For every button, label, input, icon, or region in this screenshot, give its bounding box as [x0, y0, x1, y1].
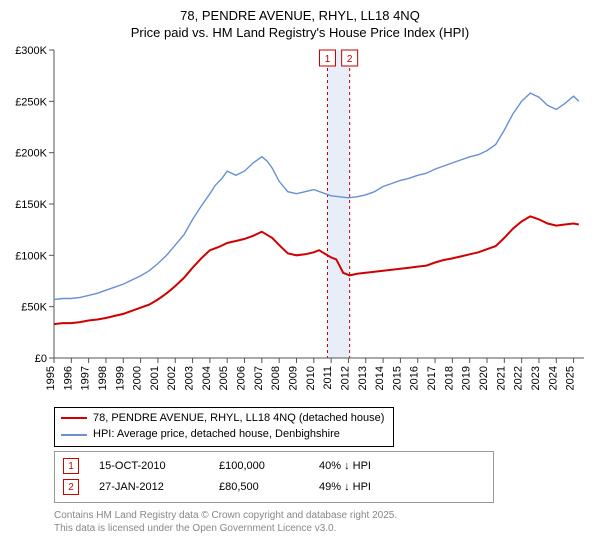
svg-text:2: 2: [347, 54, 353, 65]
svg-text:£250K: £250K: [15, 96, 47, 108]
svg-text:1997: 1997: [80, 366, 92, 390]
event-price: £80,500: [219, 477, 299, 498]
event-date: 27-JAN-2012: [99, 477, 199, 498]
svg-text:2010: 2010: [305, 366, 317, 390]
event-row: 2 27-JAN-2012 £80,500 49% ↓ HPI: [63, 477, 485, 498]
svg-text:£200K: £200K: [15, 147, 47, 159]
svg-text:1999: 1999: [114, 366, 126, 390]
chart-svg: £0 £50K £100K £150K £200K £250K £300K 1995 1996 1…: [10, 46, 590, 401]
event-date: 15-OCT-2010: [99, 456, 199, 477]
legend-swatch-blue: [61, 434, 87, 436]
svg-text:1: 1: [325, 54, 331, 65]
event-marker-icon: 1: [63, 458, 79, 474]
svg-text:2018: 2018: [443, 366, 455, 390]
svg-text:2009: 2009: [287, 366, 299, 390]
events-table: 1 15-OCT-2010 £100,000 40% ↓ HPI 2 27-JA…: [54, 451, 494, 503]
svg-text:2024: 2024: [547, 366, 559, 390]
svg-text:2005: 2005: [218, 366, 230, 390]
svg-text:2011: 2011: [322, 366, 334, 390]
svg-text:2012: 2012: [339, 366, 351, 390]
legend-row: 78, PENDRE AVENUE, RHYL, LL18 4NQ (detac…: [61, 410, 387, 427]
svg-text:2003: 2003: [184, 366, 196, 390]
legend-swatch-red: [61, 417, 87, 419]
svg-text:2000: 2000: [132, 366, 144, 390]
legend: 78, PENDRE AVENUE, RHYL, LL18 4NQ (detac…: [54, 407, 394, 447]
legend-row: HPI: Average price, detached house, Denb…: [61, 426, 387, 443]
svg-text:2008: 2008: [270, 366, 282, 390]
legend-label: HPI: Average price, detached house, Denb…: [93, 426, 340, 443]
event-marker-icon: 2: [63, 479, 79, 495]
event-price: £100,000: [219, 456, 299, 477]
title-line-2: Price paid vs. HM Land Registry's House …: [131, 25, 469, 40]
svg-text:2001: 2001: [149, 366, 161, 390]
svg-text:2020: 2020: [478, 366, 490, 390]
svg-text:2022: 2022: [513, 366, 525, 390]
svg-text:2019: 2019: [461, 366, 473, 390]
chart-container: 78, PENDRE AVENUE, RHYL, LL18 4NQ Price …: [0, 0, 600, 560]
svg-text:2014: 2014: [374, 366, 386, 390]
svg-text:1995: 1995: [45, 366, 57, 390]
event-change: 40% ↓ HPI: [319, 456, 371, 477]
event-row: 1 15-OCT-2010 £100,000 40% ↓ HPI: [63, 456, 485, 477]
svg-text:2007: 2007: [253, 366, 265, 390]
svg-text:2017: 2017: [426, 366, 438, 390]
svg-text:£300K: £300K: [15, 46, 47, 57]
svg-text:2016: 2016: [409, 366, 421, 390]
svg-text:£50K: £50K: [21, 301, 47, 313]
line-chart: £0 £50K £100K £150K £200K £250K £300K 1995 1996 1…: [10, 46, 590, 401]
svg-text:2025: 2025: [565, 366, 577, 390]
svg-text:£0: £0: [35, 353, 47, 365]
svg-text:2015: 2015: [391, 366, 403, 390]
svg-text:1998: 1998: [97, 366, 109, 390]
svg-text:2002: 2002: [166, 366, 178, 390]
svg-text:2013: 2013: [357, 366, 369, 390]
svg-text:2023: 2023: [530, 366, 542, 390]
svg-text:2004: 2004: [201, 366, 213, 390]
chart-title: 78, PENDRE AVENUE, RHYL, LL18 4NQ Price …: [10, 8, 590, 42]
svg-text:£150K: £150K: [15, 199, 47, 211]
legend-label: 78, PENDRE AVENUE, RHYL, LL18 4NQ (detac…: [93, 410, 384, 427]
footer-line-1: Contains HM Land Registry data © Crown c…: [54, 510, 397, 521]
event-change: 49% ↓ HPI: [319, 477, 371, 498]
title-line-1: 78, PENDRE AVENUE, RHYL, LL18 4NQ: [180, 8, 420, 23]
svg-text:2021: 2021: [495, 366, 507, 390]
svg-text:£100K: £100K: [15, 250, 47, 262]
svg-text:1996: 1996: [62, 366, 74, 390]
attribution-footer: Contains HM Land Registry data © Crown c…: [54, 509, 590, 536]
svg-text:2006: 2006: [236, 366, 248, 390]
footer-line-2: This data is licensed under the Open Gov…: [54, 523, 336, 534]
